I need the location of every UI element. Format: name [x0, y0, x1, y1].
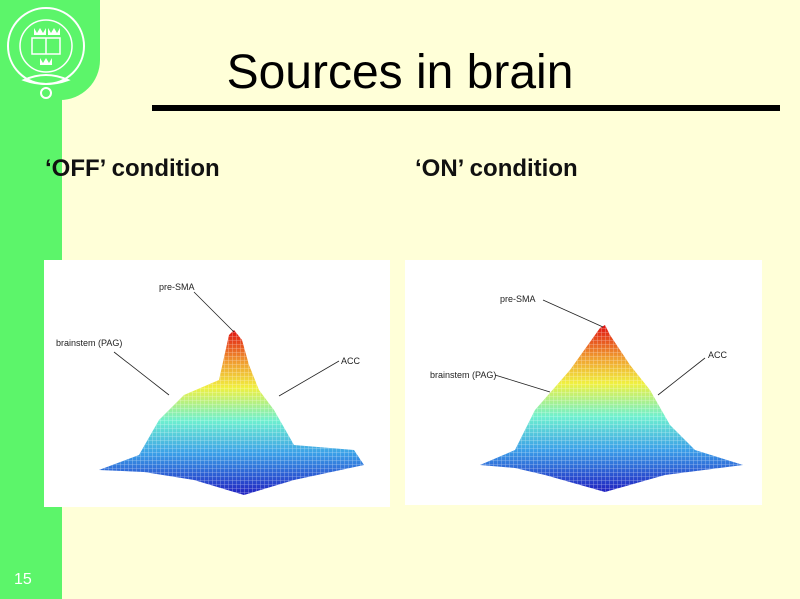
- label-brainstem: brainstem (PAG): [430, 370, 496, 380]
- page-number: 15: [14, 571, 32, 588]
- label-brainstem: brainstem (PAG): [56, 338, 122, 348]
- label-pre-sma: pre-SMA: [500, 294, 536, 304]
- label-pre-sma: pre-SMA: [159, 282, 195, 292]
- oxford-crest-logo: [7, 7, 85, 99]
- off-condition-heading: ‘OFF’ condition: [45, 155, 220, 182]
- title-divider: [152, 105, 780, 111]
- on-condition-heading: ‘ON’ condition: [415, 155, 578, 182]
- on-condition-surface-plot: pre-SMA brainstem (PAG) ACC: [405, 260, 762, 505]
- off-condition-surface-plot: pre-SMA brainstem (PAG) ACC: [44, 260, 390, 507]
- label-acc: ACC: [341, 356, 361, 366]
- label-acc: ACC: [708, 350, 728, 360]
- slide-title: Sources in brain: [226, 46, 574, 99]
